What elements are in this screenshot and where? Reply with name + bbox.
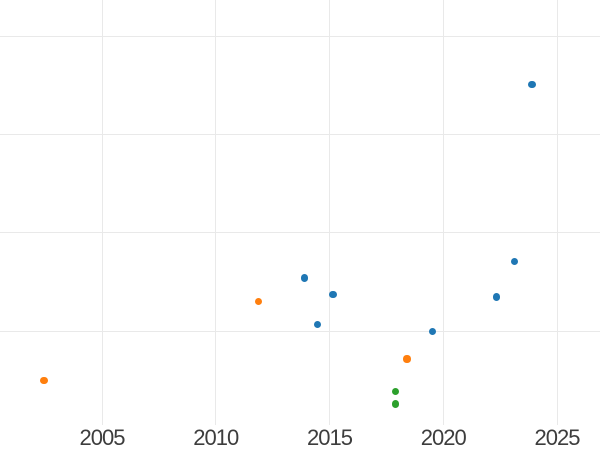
data-point-orange bbox=[403, 355, 411, 363]
data-point-orange bbox=[254, 297, 262, 305]
gridline-vertical-2020 bbox=[442, 0, 444, 425]
gridline-horizontal bbox=[0, 35, 600, 37]
data-point-blue bbox=[329, 290, 337, 299]
gridline-horizontal bbox=[0, 330, 600, 332]
gridline-vertical-2025 bbox=[556, 0, 558, 425]
x-tick-label-2020: 2020 bbox=[420, 425, 467, 450]
x-tick-label-2015: 2015 bbox=[307, 425, 353, 450]
x-tick-label-2005: 2005 bbox=[79, 425, 126, 450]
x-tick-label-2010: 2010 bbox=[193, 425, 239, 450]
gridline-horizontal bbox=[0, 133, 600, 135]
gridline-vertical-2010 bbox=[215, 0, 217, 425]
data-point-orange bbox=[40, 377, 48, 385]
gridline-horizontal bbox=[0, 232, 600, 233]
data-point-blue bbox=[528, 80, 536, 88]
data-point-blue bbox=[313, 321, 321, 329]
gridline-vertical-2005 bbox=[101, 0, 103, 425]
x-tick-label-2025: 2025 bbox=[534, 425, 581, 450]
data-point-green bbox=[391, 400, 399, 408]
data-point-blue bbox=[301, 274, 309, 282]
data-point-blue bbox=[428, 327, 436, 335]
data-point-blue bbox=[510, 258, 518, 266]
gridline-vertical-2015 bbox=[329, 0, 330, 425]
data-point-blue bbox=[492, 293, 500, 301]
data-point-green bbox=[391, 388, 399, 396]
